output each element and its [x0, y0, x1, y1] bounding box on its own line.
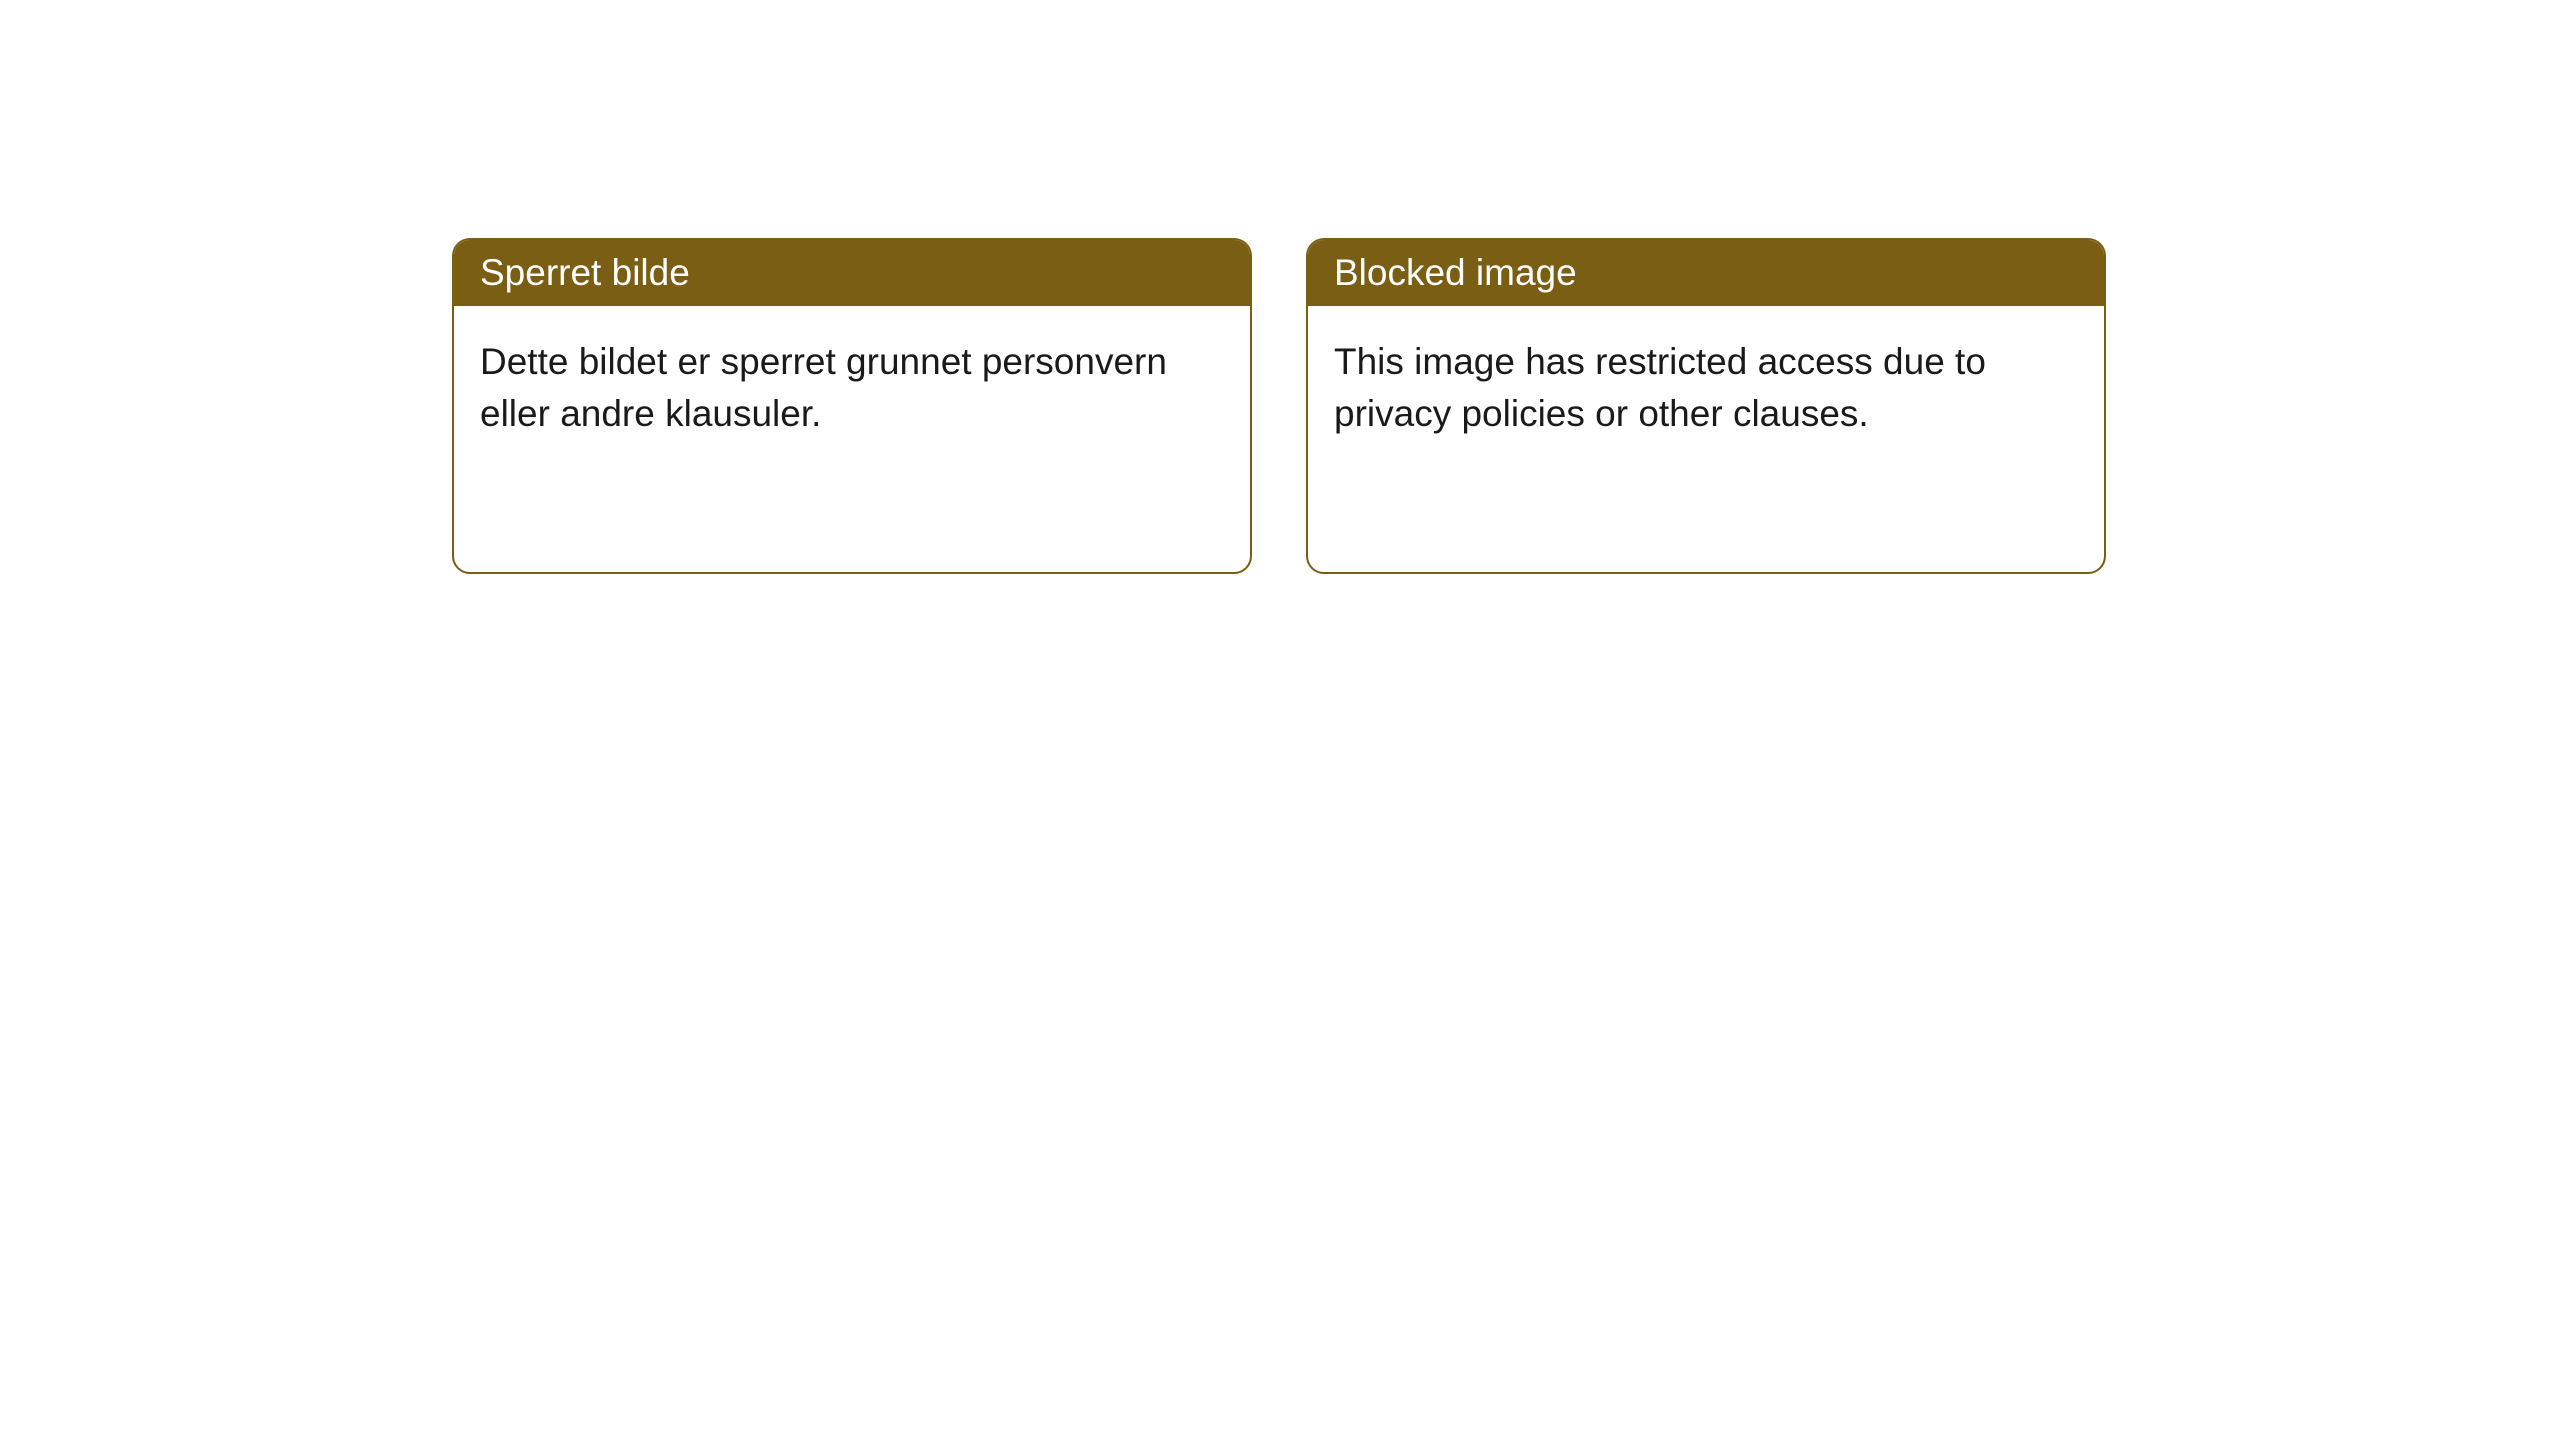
card-body-text: This image has restricted access due to … [1334, 341, 1986, 434]
card-title: Blocked image [1334, 252, 1577, 293]
blocked-image-card-en: Blocked image This image has restricted … [1306, 238, 2106, 574]
info-cards-container: Sperret bilde Dette bildet er sperret gr… [452, 238, 2106, 574]
card-header: Blocked image [1308, 240, 2104, 306]
card-body: Dette bildet er sperret grunnet personve… [454, 306, 1250, 470]
card-header: Sperret bilde [454, 240, 1250, 306]
card-body-text: Dette bildet er sperret grunnet personve… [480, 341, 1167, 434]
blocked-image-card-no: Sperret bilde Dette bildet er sperret gr… [452, 238, 1252, 574]
card-title: Sperret bilde [480, 252, 690, 293]
card-body: This image has restricted access due to … [1308, 306, 2104, 470]
